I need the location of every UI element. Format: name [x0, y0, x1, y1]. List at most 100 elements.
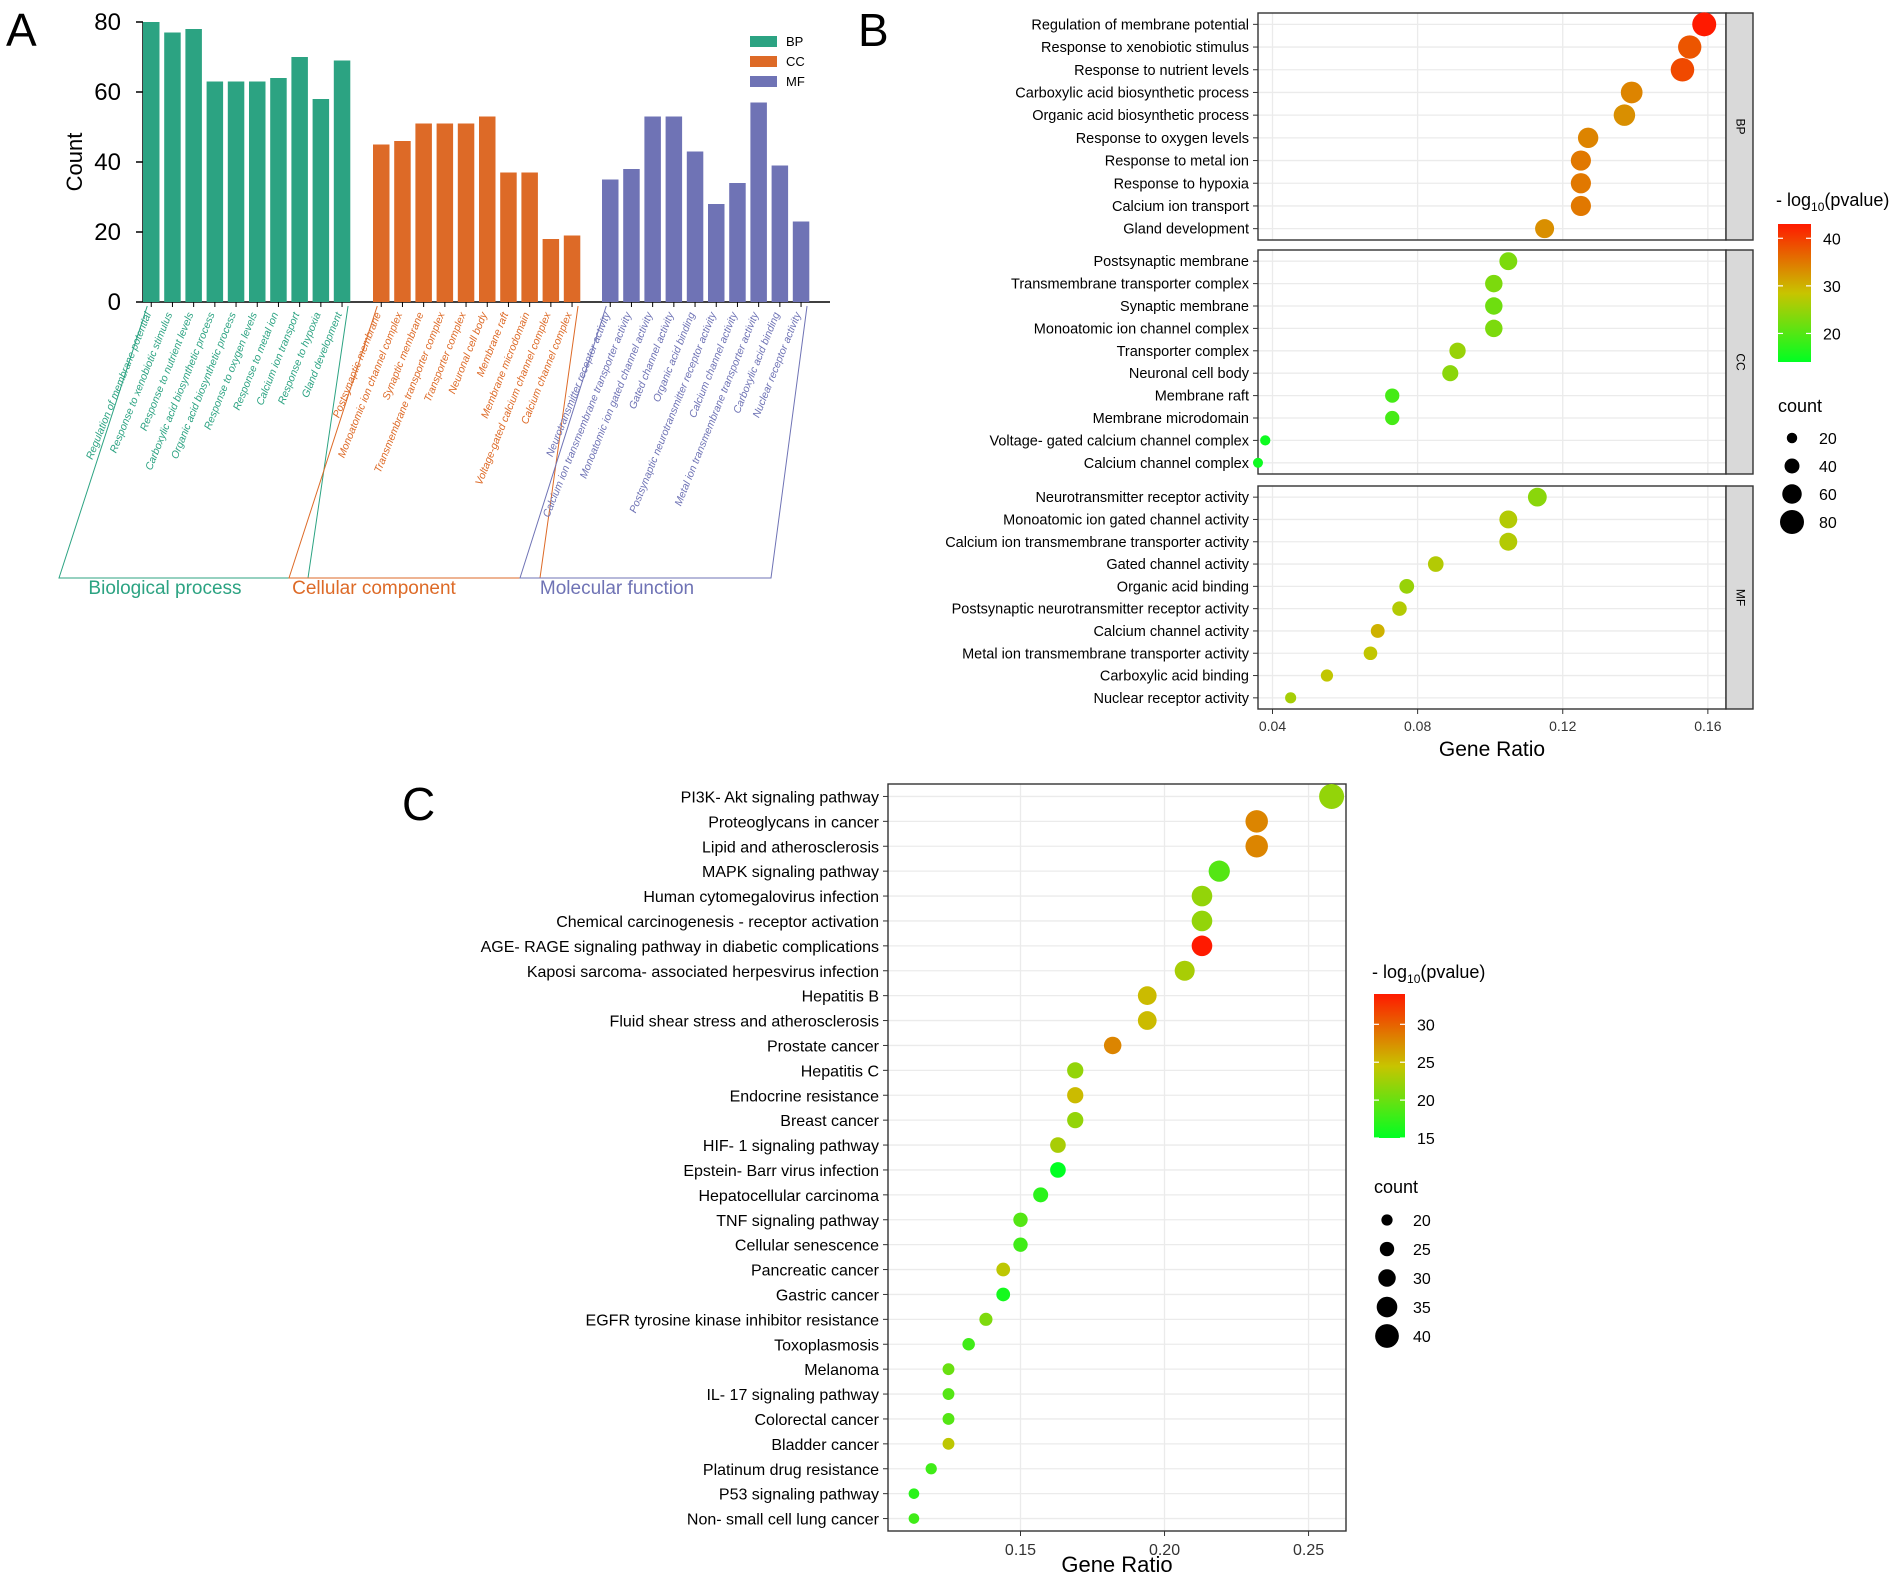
- facet-strip-label: MF: [1733, 589, 1747, 606]
- term-label: MAPK signaling pathway: [702, 864, 879, 881]
- point-bladder-cancer: [942, 1437, 955, 1450]
- color-legend-title: - log10(pvalue): [1776, 190, 1889, 214]
- term-label: Membrane microdomain: [1093, 411, 1249, 427]
- point-hepatocellular-carcinoma: [1033, 1187, 1049, 1203]
- y-axis-title: Count: [62, 133, 87, 192]
- point-colorectal-cancer: [942, 1413, 955, 1425]
- point-endocrine-resistance: [1067, 1087, 1084, 1104]
- colorbar-tick-label: 30: [1417, 1017, 1435, 1034]
- bar-neuronal-cell-body: [479, 116, 496, 302]
- bar-gated-channel-activity: [665, 116, 683, 302]
- bar-membrane-raft: [500, 172, 517, 302]
- size-legend-label: 20: [1819, 431, 1837, 448]
- term-label: Carboxylic acid biosynthetic process: [1015, 85, 1249, 101]
- size-legend-dot: [1375, 1324, 1399, 1348]
- bar-gland-development: [333, 60, 351, 302]
- facet-bp: BP Regulation of membrane potential Respon…: [1015, 12, 1754, 241]
- point-monoatomic-ion-channel-complex: [1485, 319, 1503, 338]
- color-title-suffix: (pvalue): [1824, 190, 1889, 210]
- dot-plot-panel-c: PI3K- Akt signaling pathway Proteoglycans…: [481, 783, 1485, 1574]
- point-epstein-barr-virus-infection: [1050, 1162, 1066, 1178]
- point-tnf-signaling-pathway: [1013, 1212, 1028, 1227]
- point-response-to-hypoxia: [1570, 173, 1591, 194]
- point-transmembrane-transporter-complex: [1485, 274, 1503, 293]
- term-label: Regulation of membrane potential: [1031, 17, 1249, 33]
- bar-synaptic-membrane: [415, 123, 432, 302]
- panel-label-c: C: [402, 778, 435, 830]
- plot-frame: [887, 783, 1347, 1532]
- point-egfr-tyrosine-kinase-inhibitor-resistance: [979, 1312, 993, 1326]
- bar-monoatomic-ion-gated-channel-activity: [644, 116, 661, 302]
- bar-membrane-microdomain: [521, 172, 538, 302]
- y-tick-label: 60: [94, 79, 121, 106]
- size-legend-dot: [1381, 1214, 1393, 1226]
- term-label: Calcium ion transmembrane transporter ac…: [945, 535, 1250, 551]
- size-legend-dot: [1786, 432, 1798, 444]
- term-label: Hepatitis B: [802, 989, 879, 1006]
- size-legend-dot: [1379, 1241, 1395, 1257]
- term-label: Calcium ion transport: [1112, 199, 1249, 215]
- point-human-cytomegalovirus-infection: [1191, 885, 1213, 907]
- point-platinum-drug-resistance: [925, 1463, 937, 1475]
- bar-calcium-channel-activity: [729, 183, 746, 302]
- point-organic-acid-biosynthetic-process: [1613, 104, 1636, 126]
- point-carboxylic-acid-binding: [1320, 669, 1334, 682]
- size-legend-dot: [1376, 1296, 1398, 1318]
- term-label: EGFR tyrosine kinase inhibitor resistanc…: [586, 1312, 880, 1329]
- point-calcium-ion-transmembrane-transporter-activity: [1499, 532, 1518, 551]
- term-label: Melanoma: [804, 1362, 879, 1379]
- bar-response-to-nutrient-levels: [185, 29, 202, 302]
- facet-strip-label: CC: [1733, 353, 1747, 371]
- x-axis-title: Gene Ratio: [1439, 738, 1545, 761]
- point-calcium-ion-transport: [1570, 195, 1591, 217]
- point-calcium-channel-complex: [1253, 457, 1263, 468]
- term-label: Monoatomic ion gated channel activity: [1003, 512, 1250, 528]
- term-label: Response to nutrient levels: [1074, 63, 1249, 79]
- size-legend-dot: [1378, 1269, 1396, 1287]
- colorbar-tick-label: 20: [1823, 326, 1841, 343]
- point-melanoma: [942, 1363, 955, 1376]
- term-label: Organic acid biosynthetic process: [1032, 108, 1249, 124]
- size-legend-label: 30: [1413, 1271, 1431, 1288]
- term-label: Calcium channel complex: [1084, 456, 1250, 472]
- term-label: Chemical carcinogenesis - receptor activ…: [556, 914, 879, 931]
- point-transporter-complex: [1449, 342, 1466, 359]
- point-response-to-metal-ion: [1570, 150, 1591, 171]
- point-hif-1-signaling-pathway: [1050, 1137, 1066, 1153]
- point-voltage-gated-calcium-channel-complex: [1260, 435, 1271, 446]
- size-legend-dot: [1782, 484, 1802, 504]
- term-label: Metal ion transmembrane transporter acti…: [962, 646, 1250, 662]
- size-legend-label: 40: [1819, 459, 1837, 476]
- term-label: Fluid shear stress and atherosclerosis: [610, 1014, 879, 1031]
- term-label: Calcium channel activity: [1093, 624, 1249, 640]
- bar-calcium-channel-complex: [563, 235, 581, 302]
- term-label: Hepatitis C: [801, 1063, 879, 1080]
- term-label: Postsynaptic membrane: [1093, 254, 1249, 270]
- point-neurotransmitter-receptor-activity: [1527, 487, 1547, 507]
- point-response-to-oxygen-levels: [1577, 127, 1599, 149]
- term-label: Response to metal ion: [1105, 154, 1249, 170]
- term-label: HIF- 1 signaling pathway: [703, 1138, 879, 1155]
- panel-label-a: A: [6, 4, 37, 56]
- term-label: Lipid and atherosclerosis: [702, 839, 879, 856]
- term-label: Postsynaptic neurotransmitter receptor a…: [952, 602, 1250, 618]
- term-label: Colorectal cancer: [755, 1412, 880, 1429]
- bar-nuclear-receptor-activity: [792, 221, 810, 302]
- size-legend-label: 60: [1819, 487, 1837, 504]
- x-tick-label: 0.16: [1694, 718, 1721, 734]
- bar-response-to-oxygen-levels: [249, 81, 266, 302]
- facet-strip: [1725, 249, 1754, 475]
- colorbar-tick-label: 25: [1417, 1055, 1435, 1072]
- point-il-17-signaling-pathway: [942, 1388, 955, 1400]
- facet-strip: [1725, 485, 1754, 710]
- term-label: Response to xenobiotic stimulus: [1041, 40, 1249, 56]
- y-tick-label: 40: [94, 149, 121, 176]
- point-membrane-microdomain: [1385, 410, 1400, 426]
- bar-monoatomic-ion-channel-complex: [394, 141, 411, 302]
- size-legend-title: count: [1374, 1177, 1418, 1197]
- color-legend-title: - log10(pvalue): [1372, 962, 1485, 986]
- point-gastric-cancer: [996, 1287, 1011, 1302]
- point-lipid-and-atherosclerosis: [1245, 835, 1268, 858]
